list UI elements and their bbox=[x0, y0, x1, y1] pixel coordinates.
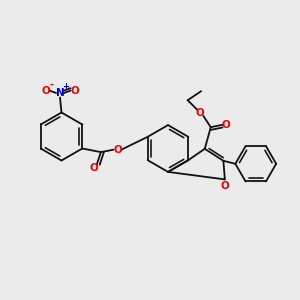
Text: O: O bbox=[222, 120, 231, 130]
Text: O: O bbox=[220, 181, 229, 191]
Text: O: O bbox=[70, 85, 79, 96]
Text: +: + bbox=[62, 82, 70, 91]
Text: O: O bbox=[41, 85, 50, 96]
Text: N: N bbox=[56, 88, 64, 98]
Text: O: O bbox=[90, 163, 99, 173]
Text: O: O bbox=[196, 108, 205, 118]
Text: O: O bbox=[113, 145, 122, 155]
Text: -: - bbox=[50, 80, 54, 90]
